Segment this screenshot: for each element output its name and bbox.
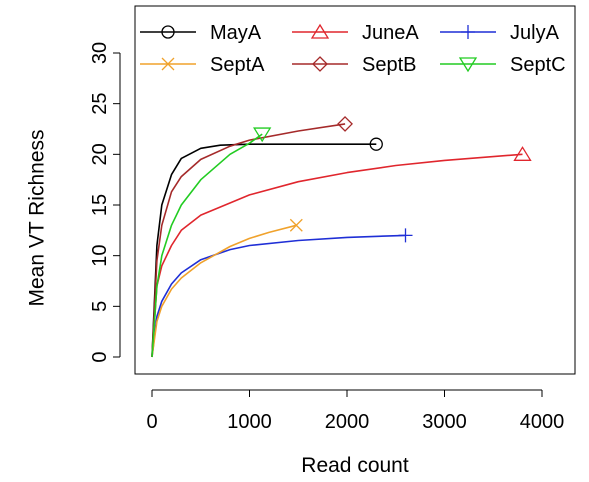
x-axis-title: Read count — [301, 454, 409, 477]
x-tick-label: 1000 — [227, 411, 272, 433]
series-line-septc — [151, 133, 263, 358]
legend-item-septc: SeptC — [440, 54, 566, 76]
x-tick-label: 4000 — [520, 411, 565, 433]
legend-label: SeptC — [510, 54, 566, 76]
series-line-septa — [151, 224, 297, 358]
series-curves — [151, 123, 523, 358]
y-axis: 0 5 10 15 20 25 30 — [89, 42, 121, 363]
x-tick-label: 3000 — [422, 411, 467, 433]
legend-label: SeptB — [362, 54, 416, 76]
series-marker-septc — [253, 127, 272, 143]
legend-item-septa: SeptA — [140, 54, 265, 76]
series-marker-maya — [369, 137, 383, 151]
legend-marker-septa — [161, 57, 175, 71]
series-line-julya — [151, 234, 406, 358]
legend-item-maya: MayA — [140, 22, 262, 44]
legend-label: SeptA — [210, 54, 265, 76]
series-line-junea — [151, 153, 523, 358]
x-tick-label: 0 — [146, 411, 157, 433]
legend-marker-julya — [461, 25, 475, 39]
legend-label: JulyA — [510, 22, 560, 44]
legend-marker-septb — [312, 56, 328, 72]
plot-frame — [134, 5, 576, 375]
series-marker-septb — [337, 116, 353, 132]
legend-marker-junea — [310, 23, 330, 39]
y-tick-label: 20 — [89, 143, 111, 165]
x-tick-label: 2000 — [325, 411, 370, 433]
y-axis-title: Mean VT Richness — [26, 129, 49, 306]
y-tick-label: 10 — [89, 245, 111, 267]
y-tick-label: 0 — [89, 351, 111, 362]
series-marker-septa — [289, 218, 303, 232]
legend-label: MayA — [210, 22, 262, 44]
legend-marker-septc — [458, 57, 478, 73]
series-line-septb — [151, 123, 346, 358]
series-marker-junea — [513, 146, 532, 161]
legend-item-junea: JuneA — [292, 22, 419, 44]
legend-label: JuneA — [362, 22, 419, 44]
legend-item-julya: JulyA — [440, 22, 560, 44]
series-markers — [253, 116, 532, 243]
y-tick-label: 30 — [89, 42, 111, 64]
x-axis: 0 1000 2000 3000 4000 — [146, 389, 565, 433]
legend: MayA JuneA JulyA SeptA SeptB SeptC — [140, 22, 566, 76]
y-tick-label: 15 — [89, 194, 111, 216]
series-line-maya — [151, 143, 377, 358]
legend-item-septb: SeptB — [292, 54, 416, 76]
series-marker-julya — [398, 228, 413, 243]
y-tick-label: 5 — [89, 301, 111, 312]
y-tick-label: 25 — [89, 93, 111, 115]
legend-marker-maya — [161, 25, 175, 39]
